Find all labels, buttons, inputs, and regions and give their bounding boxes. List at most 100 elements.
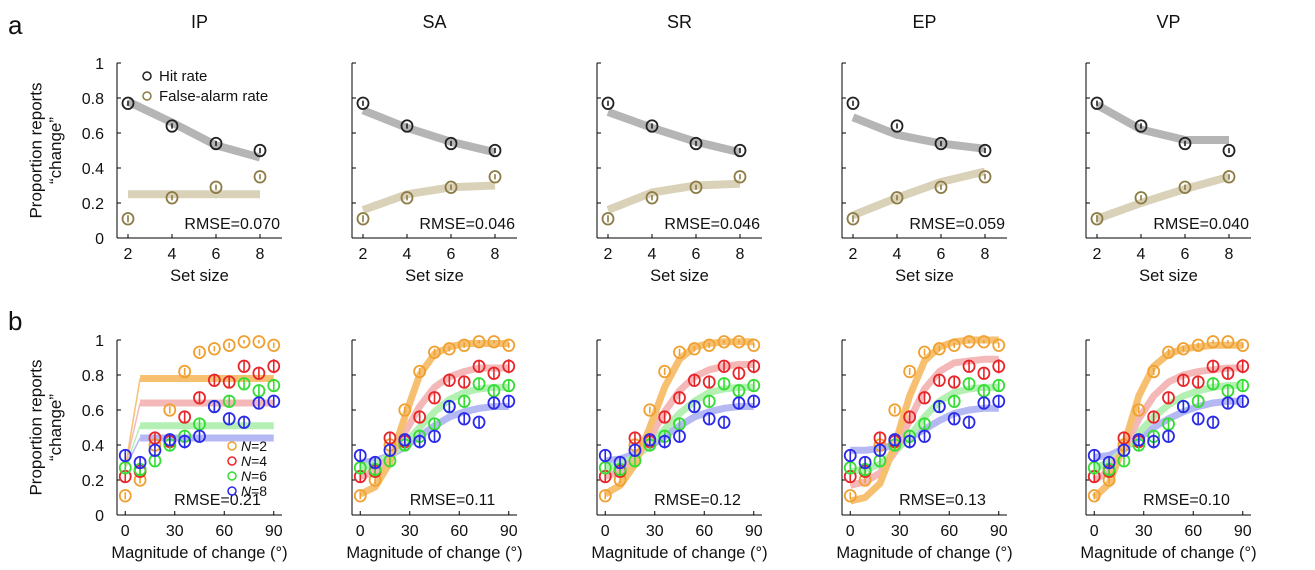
data-point-N8-circle [252, 396, 266, 410]
data-point-N8 [1132, 433, 1146, 447]
data-point-N4 [687, 373, 701, 387]
x-tick-label: 4 [648, 246, 657, 263]
legend-label: N=2 [241, 438, 267, 454]
data-point-N6-circle [962, 377, 976, 391]
data-point-N8-circle [487, 396, 501, 410]
data-point-N8 [1236, 394, 1250, 408]
data-point-N8 [702, 412, 716, 426]
data-point-N2-circle [1221, 335, 1235, 349]
legend-marker [227, 441, 237, 451]
hit-rate-point [934, 136, 948, 151]
data-point-N8 [992, 394, 1006, 408]
false-alarm-point-circle [1222, 170, 1236, 184]
data-point-N8 [1117, 443, 1131, 457]
x-tick-label: 4 [403, 246, 412, 263]
data-point-N4-circle [687, 373, 701, 387]
data-point-N2-circle [428, 345, 441, 359]
data-point-N4 [267, 359, 281, 374]
x-tick-label: 8 [1225, 246, 1234, 263]
data-point-N2 [193, 345, 206, 359]
data-point-N4-circle [1147, 410, 1161, 424]
data-point-N8 [858, 455, 872, 470]
data-point-N2 [702, 338, 716, 352]
y-axis-label-line1: Proportion reports [27, 82, 46, 218]
data-point-N8-circle [717, 415, 731, 429]
data-point-N6-circle [747, 378, 761, 393]
data-point-N2-circle [717, 335, 731, 349]
false-alarm-point-circle [121, 212, 135, 226]
x-tick-label: 2 [604, 246, 613, 263]
false-alarm-point-circle [601, 212, 615, 226]
data-point-N4-circle [1162, 391, 1175, 405]
data-point-N6 [118, 461, 132, 475]
data-point-N2 [658, 364, 672, 379]
data-point-N4-circle [1206, 359, 1220, 373]
panel-label-b: b [8, 306, 22, 336]
panel-b-ep: 0 30 60 90 Magnitude of change (°) RMSE=0.13 [836, 335, 1013, 562]
data-point-N4 [502, 359, 516, 374]
hit-rate-point [1222, 143, 1236, 158]
data-point-N2-circle [747, 338, 761, 352]
false-alarm-point [488, 170, 502, 184]
legend-marker [142, 71, 152, 81]
data-point-N2-circle [1132, 403, 1146, 417]
rmse-label: RMSE=0.11 [410, 492, 496, 509]
data-point-N8-circle [1162, 429, 1175, 443]
false-alarm-point [601, 212, 615, 226]
x-tick-label: 90 [990, 523, 1008, 540]
hit-rate-point [165, 119, 179, 133]
legend-label-var: N [241, 453, 252, 469]
rmse-label: RMSE=0.13 [899, 492, 986, 509]
legend-label-var: N [241, 468, 252, 484]
data-point-N2-circle [977, 335, 991, 349]
fit-N=2 [124, 375, 274, 468]
data-point-N6-circle [472, 377, 486, 391]
data-point-N2 [237, 335, 251, 349]
hit-rate-fit [126, 97, 262, 162]
false-alarm-point-circle [934, 180, 948, 194]
data-point-N8-circle [843, 448, 857, 463]
data-point-N6-circle [222, 394, 236, 408]
data-point-N6 [237, 377, 251, 391]
data-point-N2-circle [178, 364, 192, 379]
panel-a-ep: EP 2 4 6 8 Set size RMSE=0.059 [841, 12, 1007, 285]
legend-marker [227, 456, 237, 466]
panel-b-sa: 0 30 60 90 Magnitude of change (°) RMSE=0.11 [346, 335, 523, 562]
hit-rate-point [1134, 119, 1148, 133]
model-title-ep: EP [912, 12, 936, 32]
data-point-N2 [747, 338, 761, 352]
data-point-N8 [148, 443, 162, 457]
data-point-N6-circle [992, 378, 1006, 393]
data-point-N2 [267, 338, 281, 352]
data-point-N8 [353, 448, 367, 463]
data-point-N8 [687, 399, 701, 414]
data-point-N2-circle [398, 403, 412, 417]
data-point-N8 [873, 443, 887, 457]
hit-rate-point-circle [253, 143, 267, 158]
data-point-N8 [717, 415, 731, 429]
x-axis-label: Set size [650, 267, 709, 285]
data-point-N8-circle [118, 448, 132, 463]
data-point-N2-circle [252, 335, 266, 349]
data-point-N2 [717, 335, 731, 349]
data-point-N4-circle [747, 359, 761, 373]
data-point-N2 [918, 345, 931, 359]
hit-rate-point-circle [978, 143, 992, 158]
data-point-N8-circle [193, 429, 206, 443]
data-point-N6 [1221, 384, 1235, 398]
data-point-N8-circle [598, 448, 612, 463]
false-alarm-point-circle [645, 191, 659, 205]
hit-rate-point-circle [890, 119, 904, 133]
data-point-N8-circle [148, 443, 162, 457]
data-point-N2-circle [413, 364, 427, 379]
fit-N=4 [849, 355, 999, 489]
data-point-N4 [717, 359, 731, 373]
data-point-N2 [207, 342, 221, 356]
x-tick-label: 2 [1093, 246, 1102, 263]
data-point-N4-circle [962, 359, 976, 373]
data-point-N8-circle [442, 399, 456, 414]
x-tick-label: 90 [500, 523, 518, 540]
hit-rate-point-circle [209, 136, 223, 151]
data-point-N8-circle [687, 399, 701, 414]
hit-rate-point [978, 143, 992, 158]
